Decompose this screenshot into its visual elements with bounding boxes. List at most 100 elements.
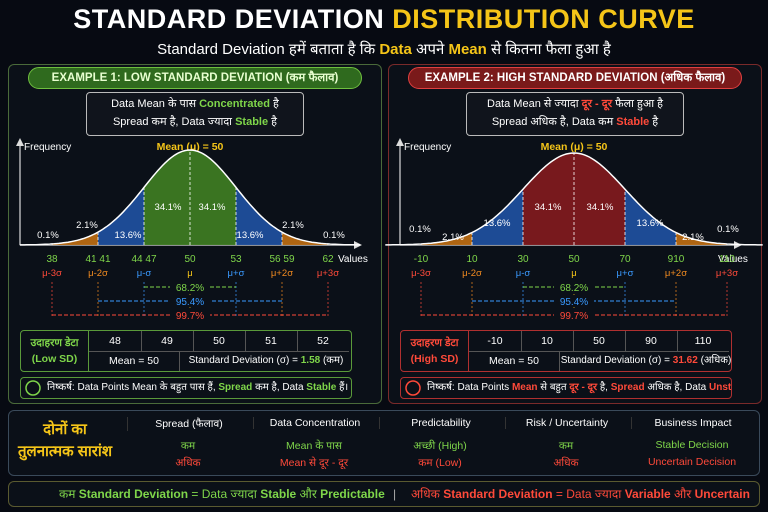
comparison-header: Data Concentration — [253, 417, 376, 429]
comparison-high: कम (Low) — [418, 457, 462, 469]
sigma-label: μ+σ — [617, 268, 634, 279]
x-axis-label: Values — [718, 254, 748, 265]
percent-label: 2.1% — [442, 232, 464, 243]
data-table: उदाहरण डेटा (Low SD) 48 49 50 51 52 Mean = 50 St… — [20, 330, 352, 372]
note-line: Spread कम है, Data ज्यादा Stable है — [87, 113, 303, 131]
range-label: 99.7% — [176, 311, 204, 322]
table-value: 10 — [521, 331, 574, 352]
text-part: दूर - दूर — [569, 382, 598, 393]
curve-segment — [52, 232, 98, 245]
data-table: उदाहरण डेटा (High SD) -10 10 50 90 110 Mean = 5… — [400, 330, 732, 372]
mean-label: Mean (μ) = 50 — [541, 141, 608, 153]
text-part: Variable — [624, 487, 671, 501]
table-label-line: उदाहरण डेटा — [410, 337, 459, 349]
range-label: 95.4% — [560, 297, 588, 308]
x-value: 62 — [322, 254, 334, 265]
comparison-label-line: तुलनात्मक सारांश — [17, 443, 113, 460]
text-part: Data Mean के पास — [111, 98, 200, 110]
text-part: से कितना फैला हुआ है — [486, 41, 611, 58]
comparison-header: Business Impact — [631, 417, 754, 429]
curve-segment — [144, 150, 190, 245]
range-label-bg — [554, 295, 594, 307]
text-part: Standard Deviation — [443, 487, 553, 501]
range-label-bg — [170, 309, 210, 321]
sigma-label: μ+2σ — [271, 268, 293, 279]
table-value: 50 — [573, 331, 626, 352]
note-line: Data Mean से ज्यादा दूर - दूर फैला हुआ ह… — [467, 95, 683, 113]
text-part: है — [649, 116, 659, 128]
text-part: Standard Deviation हमें बताता है कि — [157, 41, 380, 58]
text-part: Spread — [218, 382, 253, 393]
comparison-label-line: दोनों का — [43, 421, 87, 438]
curve-segment — [421, 232, 472, 245]
range-label-bg — [170, 281, 210, 293]
sigma-label: μ — [571, 268, 576, 279]
title-part: DISTRIBUTION CURVE — [392, 4, 695, 34]
sigma-label: μ-3σ — [411, 268, 431, 279]
range-label-bg — [554, 309, 594, 321]
footer: कम Standard Deviation = Data ज्यादा Stab… — [8, 481, 760, 507]
sigma-label: μ+3σ — [716, 268, 738, 279]
subtitle: Standard Deviation हमें बताता है कि Data… — [0, 39, 768, 59]
mean-label: Mean (μ) = 50 — [157, 141, 224, 153]
sigma-label: μ-2σ — [88, 268, 108, 279]
text-part: Stable — [306, 382, 337, 393]
text-part: Concentrated — [199, 98, 270, 110]
text-part: Data Mean से ज्यादा — [487, 98, 582, 110]
conclusion: निष्कर्ष: Data Points Mean के बहुत पास ह… — [20, 377, 352, 399]
example-heading: EXAMPLE 1: LOW STANDARD DEVIATION (कम फै… — [28, 67, 362, 89]
conclusion-icon — [405, 380, 421, 396]
x-value: 910 — [668, 254, 685, 265]
comparison-label: दोनों का तुलनात्मक सारांश — [9, 419, 121, 463]
table-value: 50 — [193, 331, 246, 352]
percent-label: 0.1% — [37, 230, 59, 241]
range-label: 95.4% — [176, 297, 204, 308]
x-value: 50 — [184, 254, 196, 265]
text-part: Spread — [610, 382, 645, 393]
conclusion: निष्कर्ष: Data Points Mean से बहुत दूर -… — [400, 377, 732, 399]
y-axis-label: Frequency — [404, 142, 451, 153]
percent-label: 2.1% — [682, 232, 704, 243]
text-part: दूर - दूर — [581, 98, 613, 110]
table-value: 110 — [677, 331, 729, 352]
percent-label: 13.6% — [637, 218, 664, 229]
text-part: = Data ज्यादा — [188, 487, 261, 501]
x-value: 10 — [466, 254, 478, 265]
percent-label: 34.1% — [155, 202, 182, 213]
curve-segment — [574, 153, 625, 245]
range-label: 68.2% — [176, 283, 204, 294]
text-part: 31.62 — [672, 355, 698, 366]
x-axis-label: Values — [338, 254, 368, 265]
text-part: Unstable — [709, 382, 732, 393]
table-value: 52 — [297, 331, 349, 352]
text-part: कम — [59, 487, 79, 501]
table-label-line: (Low SD) — [31, 353, 78, 365]
note: Data Mean के पास Concentrated है Spread क… — [86, 92, 304, 136]
title-part: STANDARD DEVIATION — [73, 4, 385, 34]
table-value: -10 — [469, 331, 522, 352]
comparison-high: अधिक — [175, 457, 201, 469]
comparison-low: Stable Decision — [655, 439, 729, 451]
x-value: 110 — [719, 254, 735, 265]
sigma-label: μ+σ — [228, 268, 245, 279]
table-label: उदाहरण डेटा (High SD) — [401, 331, 469, 371]
footer-separator: | — [393, 487, 397, 501]
range-label: 99.7% — [560, 311, 588, 322]
comparison-header: Risk / Uncertainty — [505, 417, 628, 429]
comparison-high: Uncertain Decision — [647, 456, 737, 468]
table-value: 48 — [89, 331, 142, 352]
text-part: निष्कर्ष: Data Points Mean के बहुत पास ह… — [47, 382, 219, 393]
curve-outline — [19, 149, 361, 246]
text-part: Standard Deviation (σ) = — [560, 355, 673, 366]
curve-segment — [282, 232, 328, 245]
percent-label: 0.1% — [409, 224, 431, 235]
note-line: Data Mean के पास Concentrated है — [87, 95, 303, 113]
text-part: 1.58 — [300, 355, 321, 366]
x-value: 38 — [46, 254, 58, 265]
text-part: Mean — [448, 41, 487, 58]
percent-label: 34.1% — [199, 202, 226, 213]
sigma-label: μ+2σ — [665, 268, 687, 279]
text-part: Standard Deviation (σ) = — [188, 355, 301, 366]
